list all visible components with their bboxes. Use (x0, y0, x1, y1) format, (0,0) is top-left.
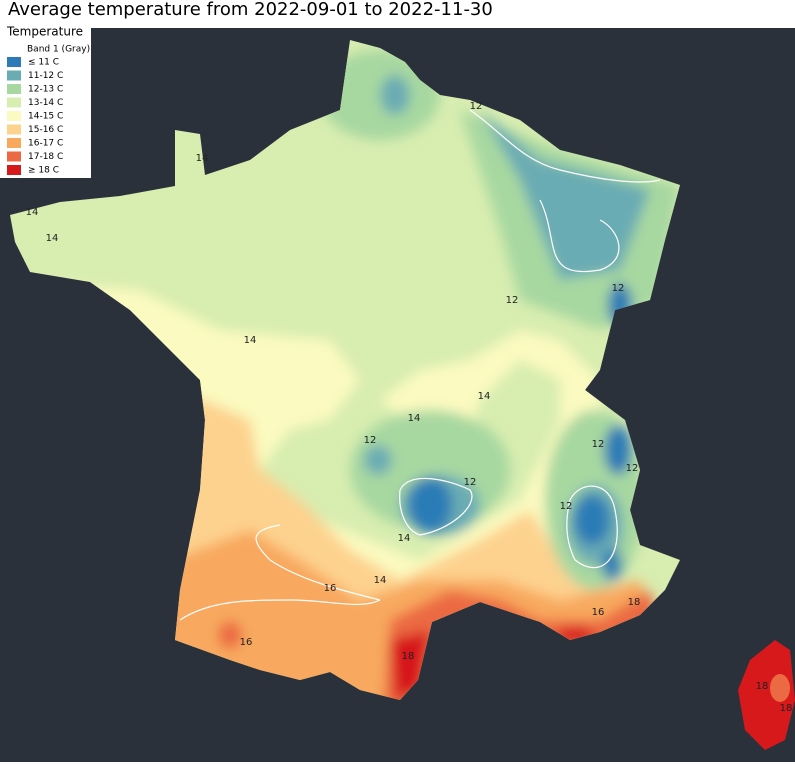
contour-lines (179, 109, 661, 621)
contour-label: 12 (560, 501, 573, 512)
legend: Temperature Band 1 (Gray) ≤ 11 C 11-12 C 1… (0, 22, 91, 178)
legend-label: 12-13 C (28, 85, 63, 95)
contour-label: 12 (626, 463, 639, 474)
contour-label: 12 (506, 295, 519, 306)
legend-swatch (7, 138, 21, 148)
contour-label: 14 (46, 233, 59, 244)
contour-label: 14 (26, 207, 39, 218)
legend-swatch (7, 165, 21, 175)
legend-swatch (7, 111, 21, 121)
legend-items: ≤ 11 C 11-12 C 12-13 C 13-14 C 14-15 C 15-16 … (7, 57, 63, 176)
contour-label: 18 (756, 681, 769, 692)
corsica (738, 640, 795, 750)
contour-label: 12 (464, 477, 477, 488)
legend-title: Temperature (6, 25, 83, 39)
legend-label: ≥ 18 C (28, 166, 59, 176)
contour-labels: 12 14 14 14 14 14 14 12 12 12 12 12 12 12 14 16 16 14 16 18… (26, 101, 793, 714)
contour-label: 12 (592, 439, 605, 450)
contour-label: 16 (592, 607, 605, 618)
contour-label: 18 (628, 597, 641, 608)
legend-swatch (7, 70, 21, 81)
legend-label: 11-12 C (28, 71, 63, 81)
contour-label: 14 (196, 153, 209, 164)
contour-label: 16 (324, 583, 337, 594)
contour-label: 14 (478, 391, 491, 402)
contour-label: 14 (398, 533, 411, 544)
title: Average temperature from 2022-09-01 to 2… (8, 0, 493, 20)
contour-label: 14 (244, 335, 257, 346)
contour-label: 18 (402, 651, 415, 662)
legend-swatch (7, 151, 21, 162)
contour-label: 16 (240, 637, 253, 648)
corsica-zone (770, 674, 790, 702)
contour-label: 12 (612, 283, 625, 294)
legend-label: ≤ 11 C (28, 58, 59, 68)
contour-label: 12 (364, 435, 377, 446)
contour-label: 18 (780, 703, 793, 714)
legend-label: 15-16 C (28, 125, 63, 135)
legend-label: 16-17 C (28, 139, 63, 149)
contour-label: 14 (408, 413, 421, 424)
contour-label: 14 (374, 575, 387, 586)
legend-label: 17-18 C (28, 152, 63, 162)
legend-label: 13-14 C (28, 98, 63, 108)
legend-subtitle: Band 1 (Gray) (27, 45, 90, 55)
legend-swatch (7, 84, 21, 94)
legend-swatch (7, 124, 21, 135)
contour-label: 12 (470, 101, 483, 112)
legend-label: 14-15 C (28, 112, 63, 122)
legend-swatch (7, 57, 21, 67)
legend-swatch (7, 97, 21, 108)
